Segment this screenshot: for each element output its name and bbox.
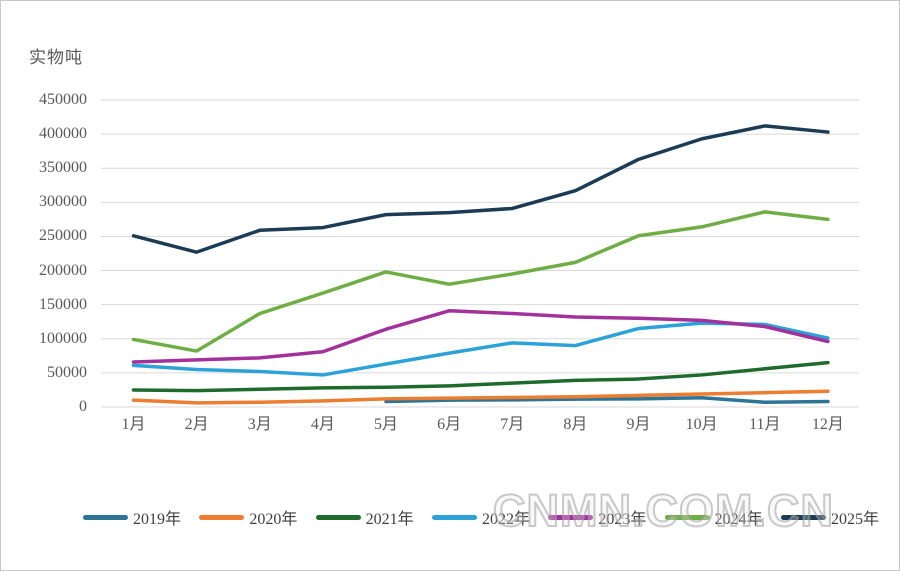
series-line-2019年 bbox=[384, 396, 830, 404]
legend-label: 2022年 bbox=[481, 511, 530, 528]
x-tick-label: 1月 bbox=[121, 416, 146, 433]
x-tick-label: 10月 bbox=[685, 416, 718, 433]
legend-item-2021年: 2021年 bbox=[315, 505, 414, 529]
legend-line-swatch bbox=[780, 514, 826, 520]
legend-label: 2023年 bbox=[598, 511, 647, 528]
x-tick-label: 4月 bbox=[310, 416, 335, 433]
legend-label: 2021年 bbox=[365, 511, 414, 528]
y-tick-label: 300000 bbox=[39, 193, 87, 211]
legend-label: 2019年 bbox=[133, 511, 182, 528]
legend-label: 2025年 bbox=[830, 511, 879, 528]
y-tick-label: 200000 bbox=[39, 261, 87, 279]
y-tick-label: 100000 bbox=[39, 329, 87, 347]
y-tick-label: 400000 bbox=[39, 125, 87, 143]
series-line-2025年 bbox=[131, 124, 830, 254]
y-tick-label: 450000 bbox=[39, 91, 87, 108]
x-tick-label: 3月 bbox=[247, 416, 272, 433]
legend-item-2025年: 2025年 bbox=[780, 505, 879, 529]
x-tick-label: 2月 bbox=[184, 416, 209, 433]
series-line-2022年 bbox=[131, 321, 830, 377]
legend-label: 2024年 bbox=[714, 511, 763, 528]
legend-line-swatch bbox=[83, 514, 128, 520]
series-line-2021年 bbox=[131, 360, 830, 393]
legend-label: 2020年 bbox=[249, 511, 298, 528]
x-tick-label: 8月 bbox=[563, 416, 588, 433]
legend-item-2020年: 2020年 bbox=[199, 505, 297, 529]
x-tick-label: 6月 bbox=[437, 416, 462, 433]
legend: 2019年 2020年 2021年 2022年 2023年 2024年 2025年 bbox=[83, 505, 879, 529]
y-tick-label: 250000 bbox=[39, 227, 87, 245]
legend-line-swatch bbox=[431, 514, 477, 520]
legend-item-2023年: 2023年 bbox=[548, 505, 646, 529]
legend-line-swatch bbox=[548, 514, 594, 520]
x-tick-label: 7月 bbox=[500, 416, 525, 433]
legend-line-swatch bbox=[315, 514, 361, 520]
legend-item-2019年: 2019年 bbox=[83, 505, 181, 529]
legend-line-swatch bbox=[199, 514, 245, 520]
x-tick-label: 9月 bbox=[626, 416, 651, 433]
series-line-2024年 bbox=[131, 210, 830, 353]
x-tick-label: 11月 bbox=[749, 416, 781, 433]
y-tick-label: 150000 bbox=[39, 295, 87, 313]
y-axis-title: 实物吨 bbox=[29, 48, 83, 67]
y-tick-label: 350000 bbox=[39, 159, 87, 177]
series-line-2020年 bbox=[131, 389, 830, 405]
y-tick-label: 0 bbox=[79, 398, 87, 415]
legend-item-2022年: 2022年 bbox=[431, 505, 530, 529]
legend-item-2024年: 2024年 bbox=[664, 505, 763, 529]
x-tick-label: 12月 bbox=[811, 416, 844, 433]
legend-line-swatch bbox=[664, 514, 710, 520]
y-tick-label: 50000 bbox=[47, 363, 87, 381]
x-tick-label: 5月 bbox=[374, 416, 399, 433]
series-line-2023年 bbox=[131, 309, 830, 364]
